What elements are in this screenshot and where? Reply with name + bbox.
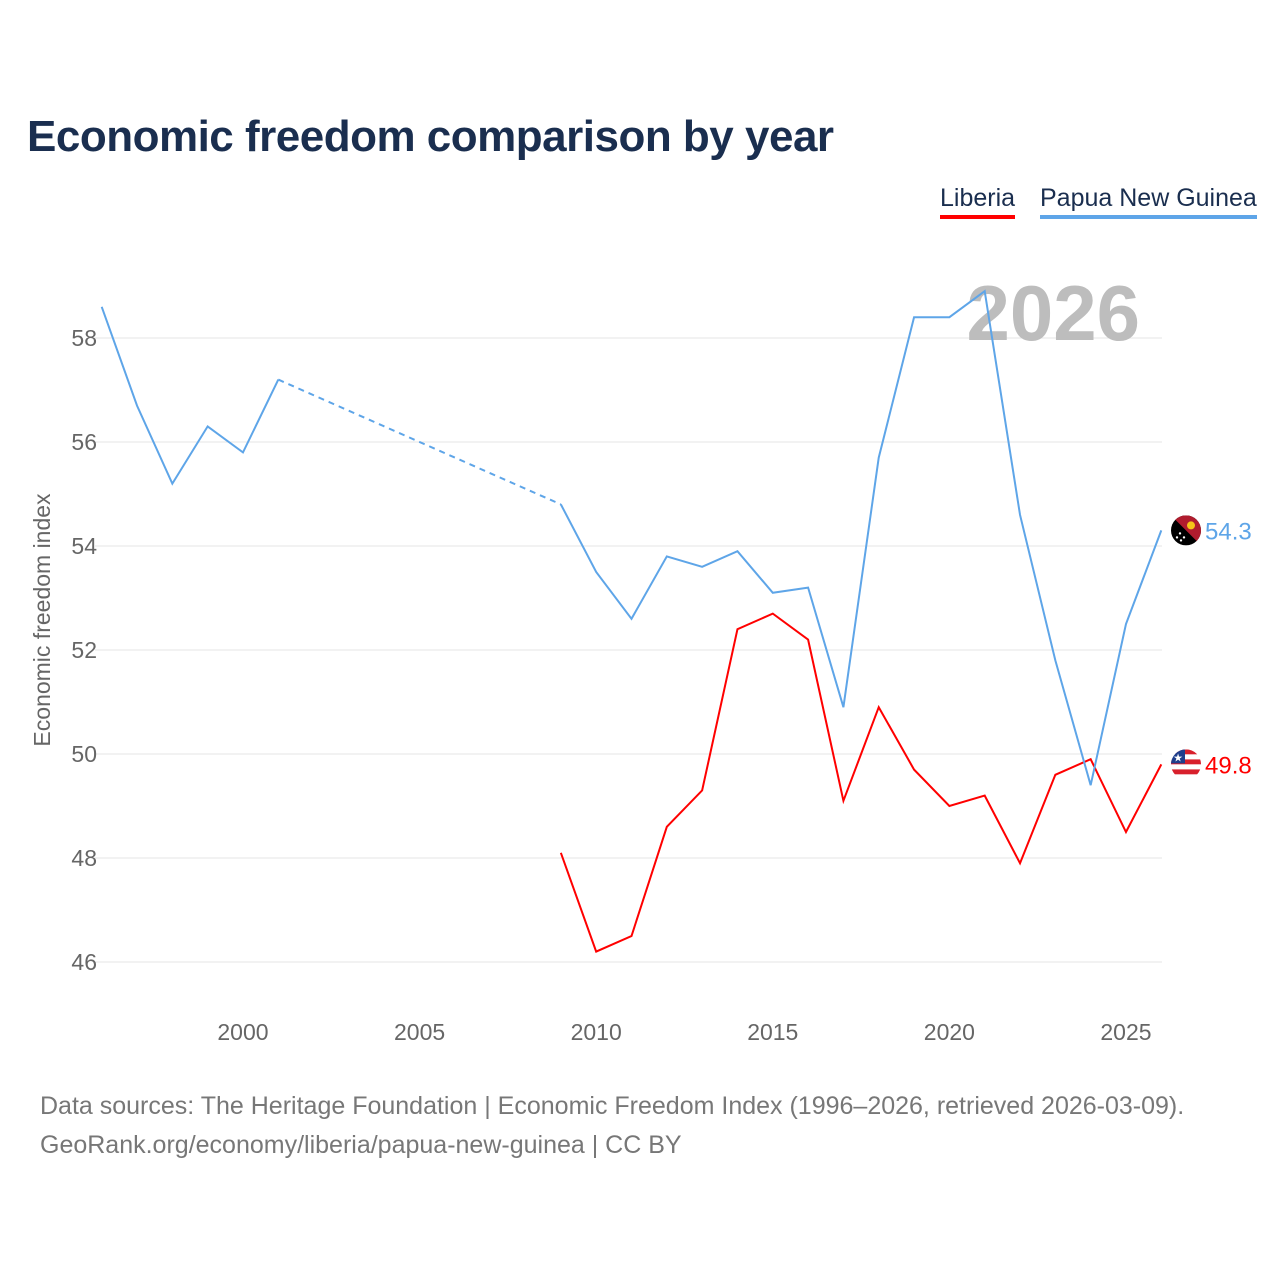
data-point[interactable] bbox=[982, 288, 988, 294]
y-tick-label: 46 bbox=[71, 949, 97, 975]
data-point[interactable] bbox=[664, 824, 670, 830]
data-point[interactable] bbox=[240, 449, 246, 455]
x-tick-label: 2005 bbox=[394, 1019, 445, 1045]
svg-text:★: ★ bbox=[1173, 752, 1183, 764]
data-point[interactable] bbox=[629, 933, 635, 939]
data-point[interactable] bbox=[946, 803, 952, 809]
data-point[interactable] bbox=[558, 501, 564, 507]
x-tick-label: 2015 bbox=[747, 1019, 798, 1045]
papua-new-guinea-flag-icon bbox=[1171, 515, 1201, 546]
data-point[interactable] bbox=[805, 637, 811, 643]
data-point[interactable] bbox=[876, 704, 882, 710]
data-point[interactable] bbox=[911, 767, 917, 773]
data-point[interactable] bbox=[1052, 772, 1058, 778]
series-line-liberia[interactable] bbox=[559, 612, 1163, 953]
data-point[interactable] bbox=[1017, 860, 1023, 866]
y-tick-label: 52 bbox=[71, 637, 97, 663]
footer-sources: Data sources: The Heritage Foundation | … bbox=[40, 1092, 1185, 1120]
legend-papua-new-guinea[interactable]: Papua New Guinea bbox=[1040, 184, 1257, 219]
y-tick-label: 50 bbox=[71, 741, 97, 767]
y-tick-label: 48 bbox=[71, 845, 97, 871]
data-point[interactable] bbox=[1052, 657, 1058, 663]
y-tick-label: 54 bbox=[71, 533, 97, 559]
data-point[interactable] bbox=[770, 590, 776, 596]
data-point[interactable] bbox=[876, 455, 882, 461]
y-axis-label: Economic freedom index bbox=[29, 493, 55, 747]
data-point[interactable] bbox=[1088, 782, 1094, 788]
legend-liberia[interactable]: Liberia bbox=[940, 184, 1016, 219]
y-tick-label: 58 bbox=[71, 325, 97, 351]
data-point[interactable] bbox=[699, 564, 705, 570]
x-tick-label: 2020 bbox=[924, 1019, 975, 1045]
x-tick-label: 2025 bbox=[1100, 1019, 1151, 1045]
x-tick-label: 2000 bbox=[217, 1019, 268, 1045]
series-line-papua-new-guinea[interactable] bbox=[100, 289, 1163, 786]
data-point[interactable] bbox=[946, 314, 952, 320]
chart-title: Economic freedom comparison by year bbox=[27, 112, 834, 161]
data-point[interactable] bbox=[1017, 512, 1023, 518]
year-watermark: 2026 bbox=[966, 269, 1140, 357]
data-point[interactable] bbox=[558, 850, 564, 856]
data-point[interactable] bbox=[664, 553, 670, 559]
data-point[interactable] bbox=[1158, 761, 1164, 767]
data-point[interactable] bbox=[840, 704, 846, 710]
data-point[interactable] bbox=[593, 569, 599, 575]
data-point[interactable] bbox=[1158, 527, 1164, 533]
data-point[interactable] bbox=[734, 548, 740, 554]
data-point[interactable] bbox=[275, 377, 281, 383]
footer: Data sources: The Heritage Foundation | … bbox=[40, 1087, 1184, 1165]
data-point[interactable] bbox=[593, 949, 599, 955]
data-point[interactable] bbox=[982, 793, 988, 799]
data-point[interactable] bbox=[1123, 621, 1129, 627]
x-tick-label: 2010 bbox=[571, 1019, 622, 1045]
footer-link[interactable]: GeoRank.org/economy/liberia/papua-new-gu… bbox=[40, 1131, 682, 1159]
data-point[interactable] bbox=[99, 304, 105, 310]
data-point[interactable] bbox=[1123, 829, 1129, 835]
data-point[interactable] bbox=[770, 611, 776, 617]
data-point[interactable] bbox=[734, 626, 740, 632]
data-point[interactable] bbox=[840, 798, 846, 804]
data-point[interactable] bbox=[805, 585, 811, 591]
data-point[interactable] bbox=[134, 403, 140, 409]
end-value-label: 54.3 bbox=[1205, 518, 1252, 545]
y-tick-label: 56 bbox=[71, 429, 97, 455]
liberia-flag-icon: ★ bbox=[1171, 749, 1201, 780]
data-point[interactable] bbox=[699, 787, 705, 793]
data-point[interactable] bbox=[1088, 756, 1094, 762]
data-point[interactable] bbox=[205, 423, 211, 429]
data-point[interactable] bbox=[911, 314, 917, 320]
data-point[interactable] bbox=[629, 616, 635, 622]
data-point[interactable] bbox=[169, 481, 175, 487]
gap-segment bbox=[277, 378, 562, 506]
end-value-label: 49.8 bbox=[1205, 752, 1252, 779]
